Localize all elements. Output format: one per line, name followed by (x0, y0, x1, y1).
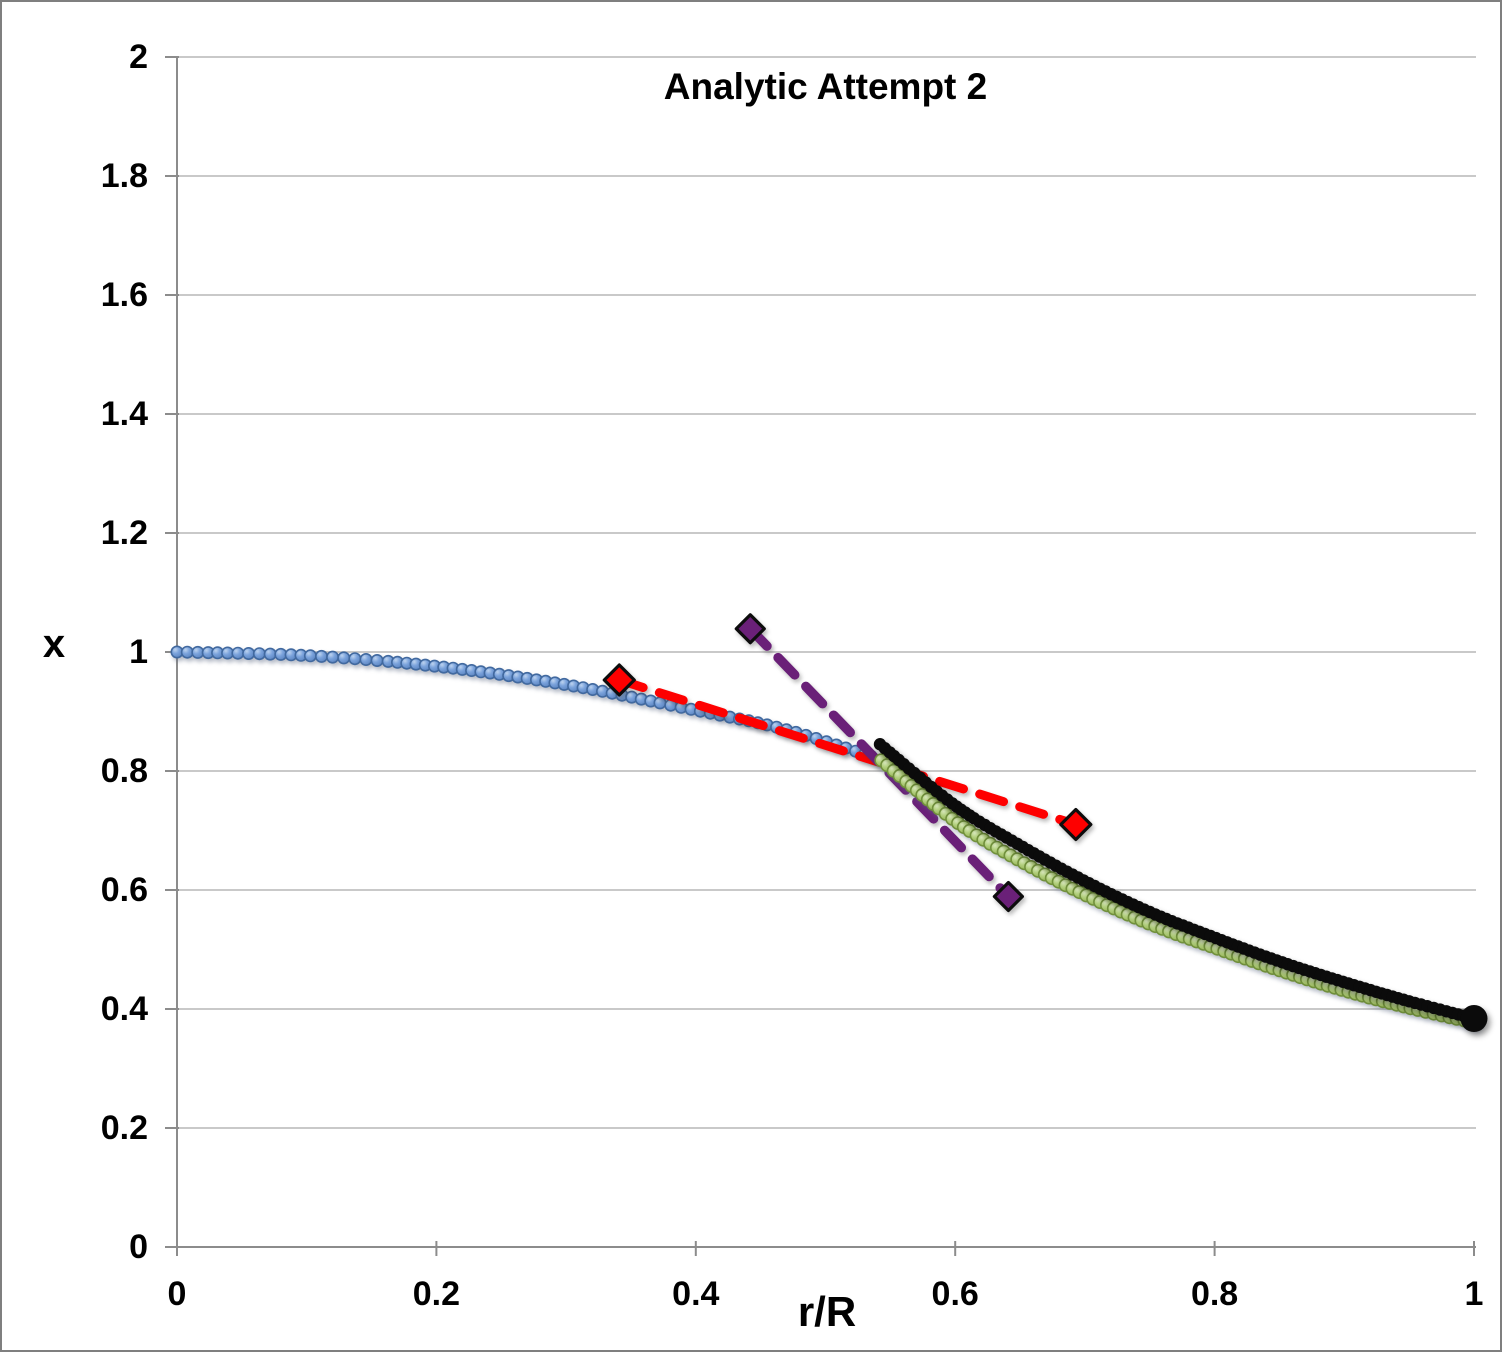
curve-marker (252, 647, 266, 661)
series-inner-solution-blue (170, 645, 878, 763)
diamond-marker (602, 663, 636, 697)
curve-marker (348, 652, 362, 666)
curve-marker (180, 645, 194, 659)
y-tick-label: 0.8 (100, 752, 148, 790)
diamond-marker (1059, 807, 1093, 842)
curve-marker (359, 652, 373, 666)
dashed-connector (614, 675, 1081, 829)
x-axis-title: r/R (797, 1288, 857, 1335)
series-red-dashed (602, 663, 1093, 842)
curve-marker (231, 646, 245, 660)
curve-marker (303, 649, 317, 663)
y-tick-label: 0.6 (100, 871, 148, 909)
y-tick-label: 1.6 (100, 276, 148, 314)
curve-marker (370, 653, 384, 667)
y-axis-title: x (42, 622, 66, 666)
y-tick-label: 1.4 (100, 395, 148, 433)
curve-line (874, 738, 1480, 1024)
y-tick-label: 1 (129, 633, 148, 671)
end-dot (1460, 1005, 1488, 1033)
x-tick-label: 1 (1464, 1275, 1484, 1313)
x-tick-label: 0.2 (412, 1275, 461, 1313)
gridlines (177, 56, 1476, 1129)
x-tick-label: 0 (167, 1275, 187, 1313)
y-tick-label: 2 (129, 38, 148, 76)
y-tick-label: 0.4 (100, 990, 148, 1028)
chart-title: Analytic Attempt 2 (663, 66, 988, 107)
x-tick-label: 0.6 (931, 1275, 979, 1313)
curve-marker (242, 646, 256, 660)
x-tick-label: 0.8 (1190, 1275, 1239, 1313)
x-tick-label: 0.4 (672, 1275, 720, 1313)
curve-marker (337, 651, 351, 665)
y-tick-label: 1.2 (100, 514, 148, 552)
series-outer-solution-green (874, 753, 1482, 1030)
y-tick-label: 0 (129, 1228, 148, 1266)
diamond-marker (734, 613, 766, 645)
y-tick-label: 0.2 (100, 1109, 148, 1147)
y-tick-label: 1.8 (100, 157, 148, 195)
series-outer-solution-black (873, 738, 1488, 1033)
curve-marker (326, 650, 340, 664)
curve-marker (314, 649, 328, 663)
curve-marker (263, 647, 277, 661)
diamond-marker (992, 880, 1024, 913)
curve-marker (653, 696, 667, 710)
